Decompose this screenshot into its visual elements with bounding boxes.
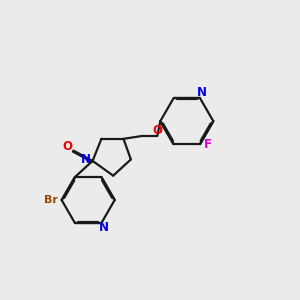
Text: N: N (81, 153, 91, 166)
Text: Br: Br (44, 195, 58, 205)
Text: O: O (63, 140, 73, 153)
Text: F: F (204, 138, 212, 151)
Text: N: N (196, 86, 206, 99)
Text: O: O (152, 124, 162, 137)
Text: N: N (99, 221, 109, 234)
